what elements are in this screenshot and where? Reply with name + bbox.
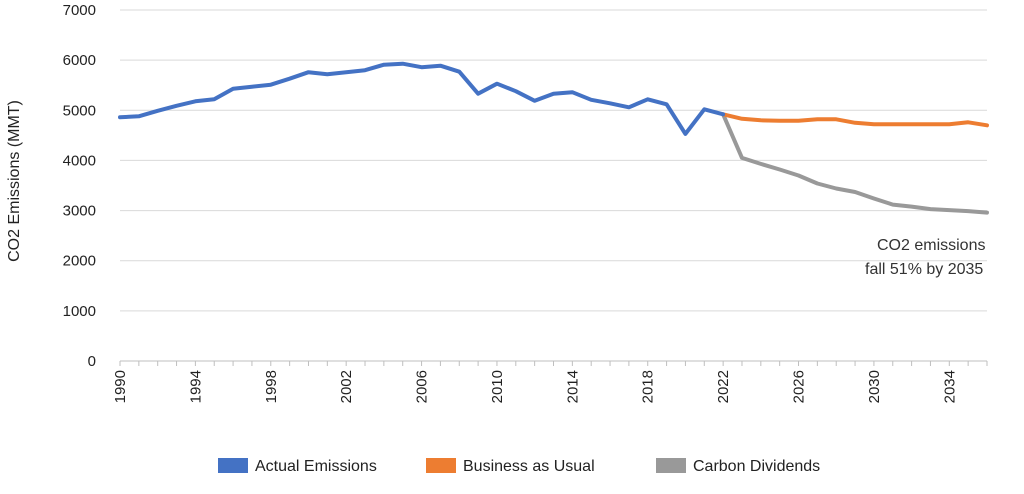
series-line-actual-emissions — [118, 61, 726, 136]
x-tick-label: 2006 — [414, 370, 431, 403]
series-line-business-as-usual — [721, 112, 989, 128]
y-tick-label: 0 — [88, 353, 96, 370]
x-axis-ticks: 1990 1994 1998 2002 2006 2010 2014 2018 2022 2026… — [112, 361, 988, 403]
legend-label: Actual Emissions — [255, 458, 377, 475]
legend-label: Business as Usual — [463, 458, 595, 475]
x-tick-label: 1990 — [112, 370, 129, 403]
y-tick-label: 3000 — [63, 203, 96, 220]
x-tick-label: 2030 — [866, 370, 883, 403]
y-tick-label: 2000 — [63, 253, 96, 270]
y-axis-ticks: 0 1000 2000 3000 4000 5000 6000 7000 — [63, 2, 96, 370]
y-tick-label: 6000 — [63, 52, 96, 69]
legend: Actual Emissions Business as Usual Carbon … — [218, 458, 820, 475]
y-axis-title: CO2 Emissions (MMT) — [6, 100, 23, 262]
x-tick-label: 2010 — [489, 370, 506, 403]
x-tick-label: 1998 — [263, 370, 280, 403]
legend-swatch — [656, 458, 686, 473]
series-layer — [118, 61, 989, 215]
y-tick-label: 5000 — [63, 102, 96, 119]
x-tick-label: 2014 — [564, 370, 581, 403]
x-tick-label: 2022 — [715, 370, 732, 403]
legend-label: Carbon Dividends — [693, 458, 820, 475]
annotation-line-2: fall 51% by 2035 — [865, 261, 983, 278]
x-tick-label: 2034 — [941, 370, 958, 403]
grid-lines — [120, 9, 987, 312]
annotation-line-1: CO2 emissions — [877, 237, 985, 254]
series-line-carbon-dividends — [721, 112, 989, 215]
x-tick-label: 2018 — [640, 370, 657, 403]
legend-swatch — [426, 458, 456, 473]
x-tick-label: 1994 — [187, 370, 204, 403]
legend-swatch — [218, 458, 248, 473]
y-tick-label: 4000 — [63, 152, 96, 169]
y-tick-label: 1000 — [63, 303, 96, 320]
y-tick-label: 7000 — [63, 2, 96, 19]
annotation: CO2 emissions fall 51% by 2035 — [865, 237, 985, 278]
x-tick-label: 2002 — [338, 370, 355, 403]
x-tick-label: 2026 — [791, 370, 808, 403]
